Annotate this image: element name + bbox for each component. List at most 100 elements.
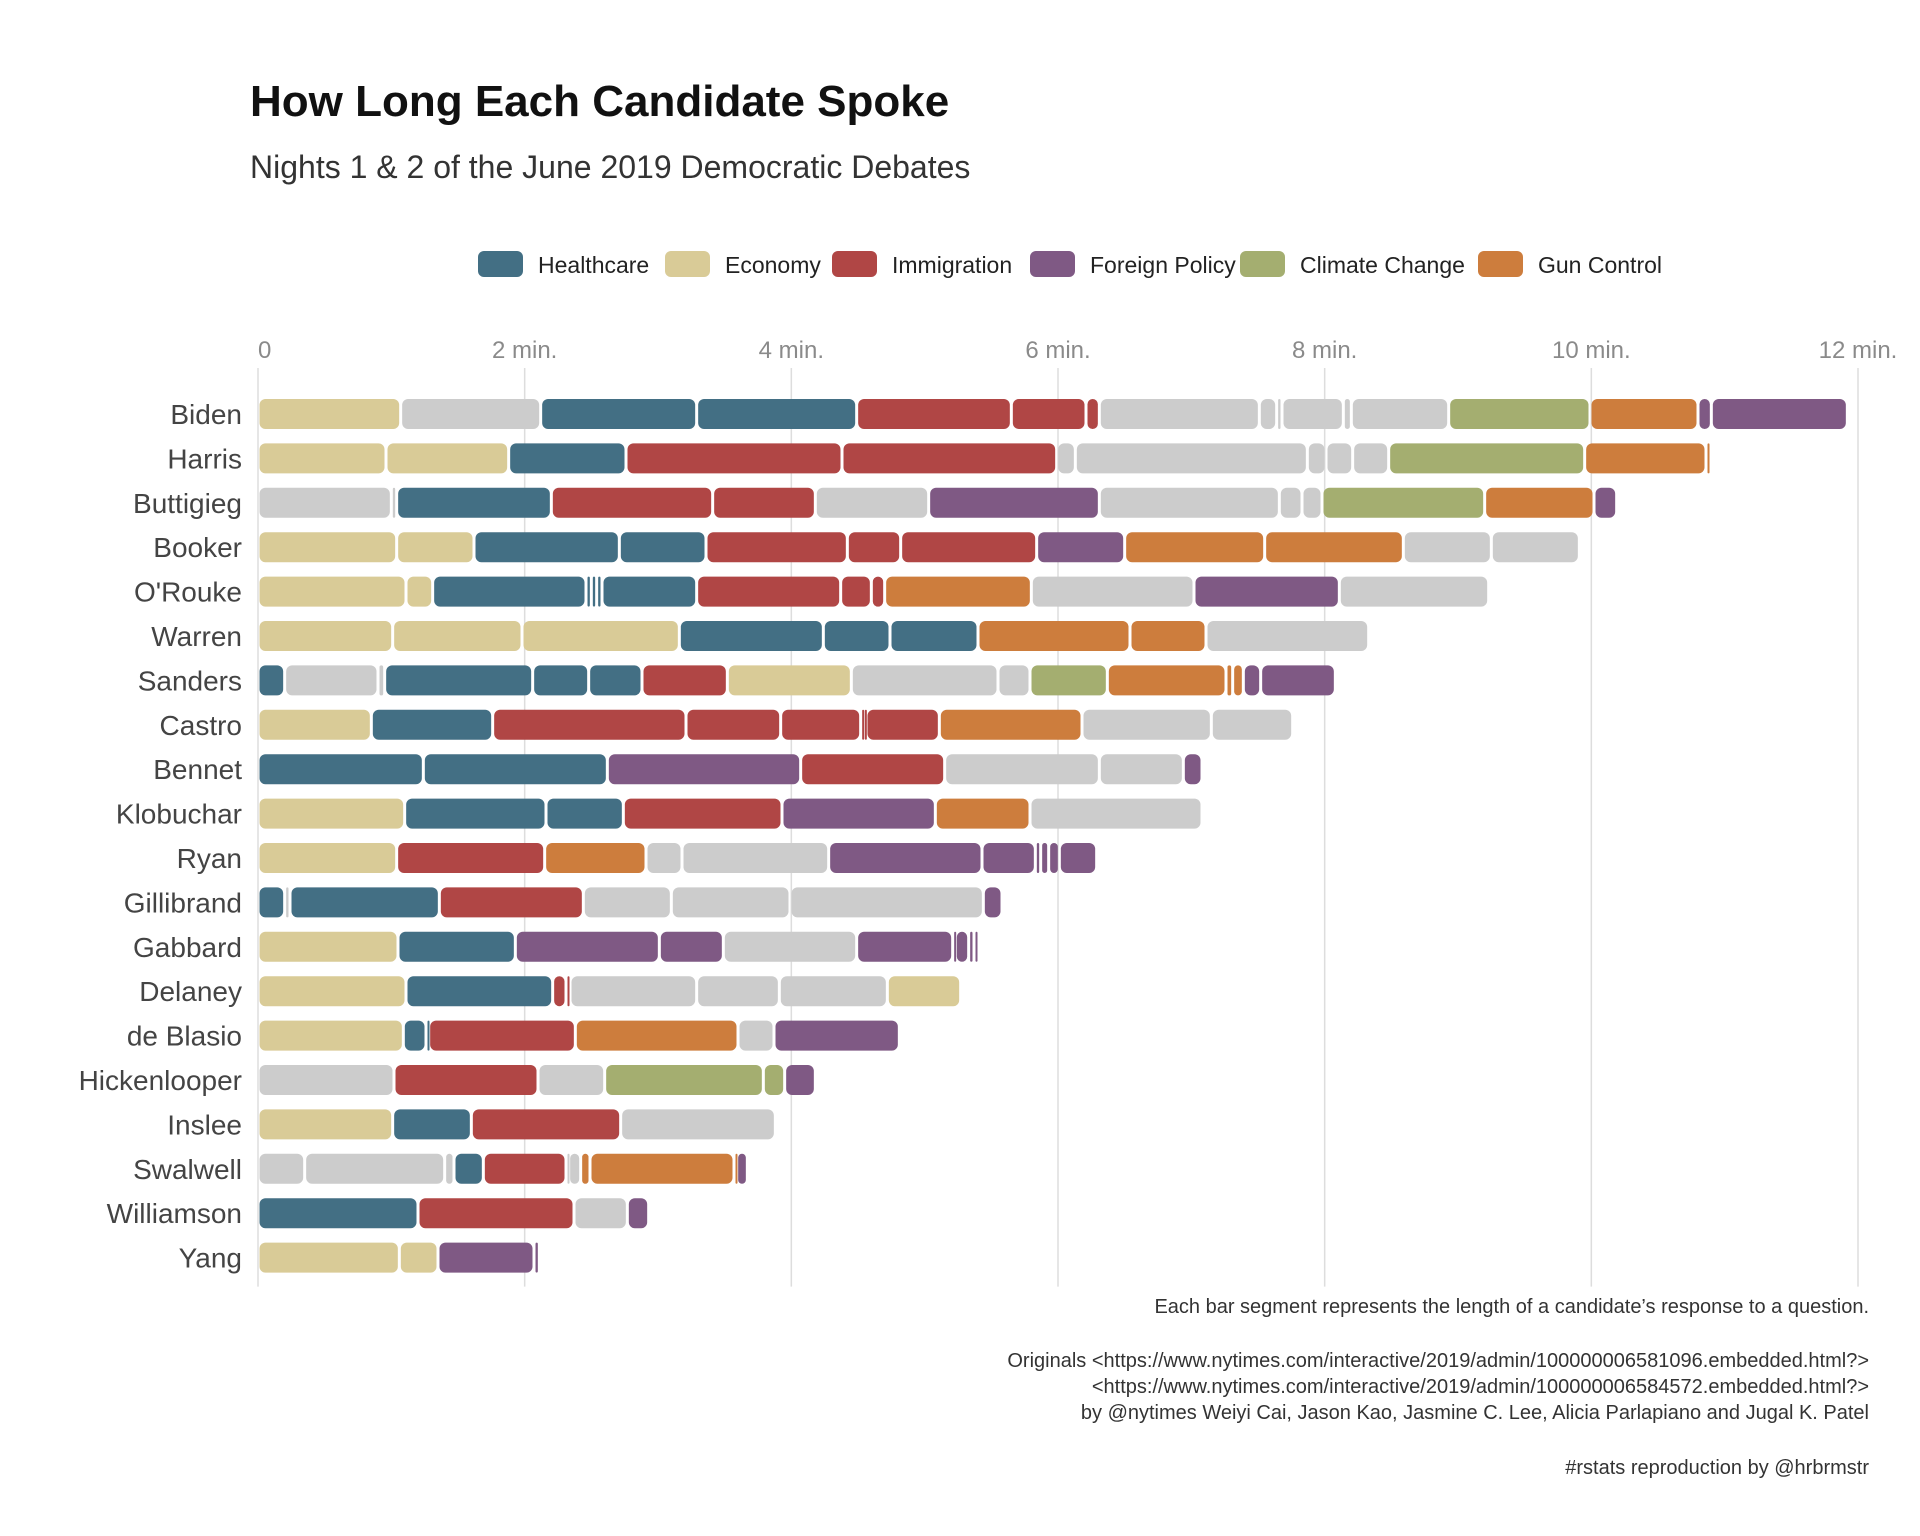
bar-segment-buttigieg-7 — [930, 487, 1098, 518]
candidate-label-o-rouke: O'Rouke — [134, 577, 242, 608]
bar-segment-buttigieg-5 — [714, 487, 814, 518]
bar-segment-biden-14 — [1450, 399, 1589, 429]
bar-segment-booker-12 — [1492, 532, 1578, 563]
bar-segment-gabbard-1 — [259, 931, 397, 962]
bar-segment-biden-10 — [1278, 399, 1281, 429]
bar-segment-hickenlooper-3 — [539, 1065, 604, 1095]
bar-segment-booker-7 — [902, 532, 1036, 563]
x-tick-label: 2 min. — [492, 337, 557, 364]
legend-swatch-gun-control — [1478, 251, 1523, 277]
legend-label-immigration: Immigration — [892, 252, 1012, 278]
bar-segment-buttigieg-13 — [1595, 487, 1616, 518]
bar-segment-biden-6 — [1012, 399, 1085, 429]
bar-segment-gillibrand-5 — [584, 887, 670, 918]
bar-segment-biden-13 — [1352, 399, 1448, 429]
bar-segment-castro-6 — [862, 709, 865, 740]
bar-segment-swalwell-7 — [570, 1153, 580, 1184]
bar-segment-bennet-3 — [608, 754, 800, 785]
bar-segment-sanders-4 — [386, 665, 532, 696]
candidate-label-swalwell: Swalwell — [133, 1154, 242, 1185]
candidate-label-booker: Booker — [153, 532, 242, 563]
bar-segment-castro-11 — [1212, 709, 1292, 740]
bar-segment-hickenlooper-5 — [764, 1065, 784, 1095]
bar-segment-buttigieg-11 — [1323, 487, 1484, 518]
bar-segment-gabbard-3 — [516, 931, 658, 962]
bar-segment-delaney-8 — [888, 976, 960, 1007]
x-tick-label: 10 min. — [1552, 337, 1631, 364]
bar-segment-gabbard-6 — [858, 931, 952, 962]
bar-segment-sanders-7 — [643, 665, 726, 696]
bar-segment-booker-9 — [1126, 532, 1264, 563]
candidate-label-klobuchar: Klobuchar — [116, 799, 242, 830]
caption-line-2: Originals <https://www.nytimes.com/inter… — [1007, 1350, 1869, 1372]
legend-label-healthcare: Healthcare — [538, 252, 649, 278]
bar-segment-delaney-7 — [780, 976, 886, 1007]
bar-segment-buttigieg-12 — [1486, 487, 1593, 518]
bar-segment-o-rouke-6 — [598, 576, 601, 607]
bar-segment-harris-8 — [1308, 443, 1325, 474]
bar-segment-booker-3 — [475, 532, 618, 563]
bar-segment-warren-7 — [979, 621, 1129, 651]
bar-segment-o-rouke-10 — [872, 576, 884, 607]
x-tick-label: 12 min. — [1819, 337, 1898, 364]
bar-segment-castro-5 — [782, 709, 860, 740]
bar-segment-klobuchar-4 — [624, 798, 781, 829]
bar-segment-castro-10 — [1083, 709, 1210, 740]
bar-segment-harris-12 — [1586, 443, 1705, 474]
bar-segment-sanders-6 — [590, 665, 641, 696]
bar-segment-klobuchar-1 — [259, 798, 404, 829]
bar-segment-swalwell-5 — [484, 1153, 565, 1184]
bar-segment-sanders-2 — [286, 665, 377, 696]
bar-segment-hickenlooper-1 — [259, 1065, 393, 1095]
bar-segment-harris-7 — [1076, 443, 1306, 474]
candidate-label-warren: Warren — [151, 621, 242, 652]
bar-segment-sanders-10 — [999, 665, 1029, 696]
bar-segment-yang-2 — [400, 1242, 437, 1273]
bar-segment-ryan-2 — [398, 843, 544, 873]
bar-segment-buttigieg-4 — [552, 487, 712, 518]
x-tick-label: 0 — [258, 337, 271, 364]
bar-segment-swalwell-8 — [582, 1153, 589, 1184]
bar-segment-ryan-1 — [259, 843, 396, 873]
bar-segment-biden-17 — [1712, 399, 1846, 429]
caption-line-1: Each bar segment represents the length o… — [1154, 1296, 1869, 1318]
candidate-label-gabbard: Gabbard — [133, 932, 242, 963]
bar-segment-klobuchar-5 — [783, 798, 934, 829]
bar-segment-booker-5 — [707, 532, 846, 563]
legend-swatch-healthcare — [478, 251, 523, 277]
bar-segment-gillibrand-7 — [791, 887, 982, 918]
bar-segment-castro-7 — [864, 709, 867, 740]
bar-segment-booker-8 — [1038, 532, 1124, 563]
bar-segment-ryan-10 — [1050, 843, 1058, 873]
bar-segment-castro-1 — [259, 709, 370, 740]
bar-segment-delaney-2 — [407, 976, 552, 1007]
bar-segment-warren-4 — [680, 621, 822, 651]
bar-segment-yang-1 — [259, 1242, 398, 1273]
bar-segment-booker-6 — [848, 532, 900, 563]
bar-segment-ryan-5 — [683, 843, 828, 873]
legend-swatch-economy — [665, 251, 710, 277]
bar-segment-inslee-4 — [622, 1109, 774, 1140]
candidate-label-inslee: Inslee — [167, 1109, 242, 1140]
legend-label-economy: Economy — [725, 252, 821, 278]
candidate-label-harris: Harris — [167, 443, 242, 474]
bar-segment-biden-4 — [698, 399, 856, 429]
legend-swatch-immigration — [832, 251, 877, 277]
bar-segment-buttigieg-2 — [392, 487, 396, 518]
bar-segment-castro-4 — [687, 709, 780, 740]
bar-segment-klobuchar-3 — [547, 798, 622, 829]
bar-segment-gabbard-5 — [724, 931, 856, 962]
bar-segment-williamson-1 — [259, 1198, 417, 1229]
bar-segment-o-rouke-7 — [603, 576, 696, 607]
bar-segment-ryan-4 — [647, 843, 681, 873]
bar-segment-biden-15 — [1591, 399, 1697, 429]
bar-segment-o-rouke-5 — [592, 576, 596, 607]
bar-segment-buttigieg-1 — [259, 487, 390, 518]
bar-segment-harris-9 — [1327, 443, 1352, 474]
bar-segment-castro-3 — [494, 709, 685, 740]
bar-segment-hickenlooper-4 — [606, 1065, 762, 1095]
x-tick-label: 6 min. — [1025, 337, 1090, 364]
bar-segment-ryan-8 — [1036, 843, 1040, 873]
candidate-labels: Biden Harris Buttigieg Booker O'Rouke Warren S… — [79, 399, 243, 1274]
